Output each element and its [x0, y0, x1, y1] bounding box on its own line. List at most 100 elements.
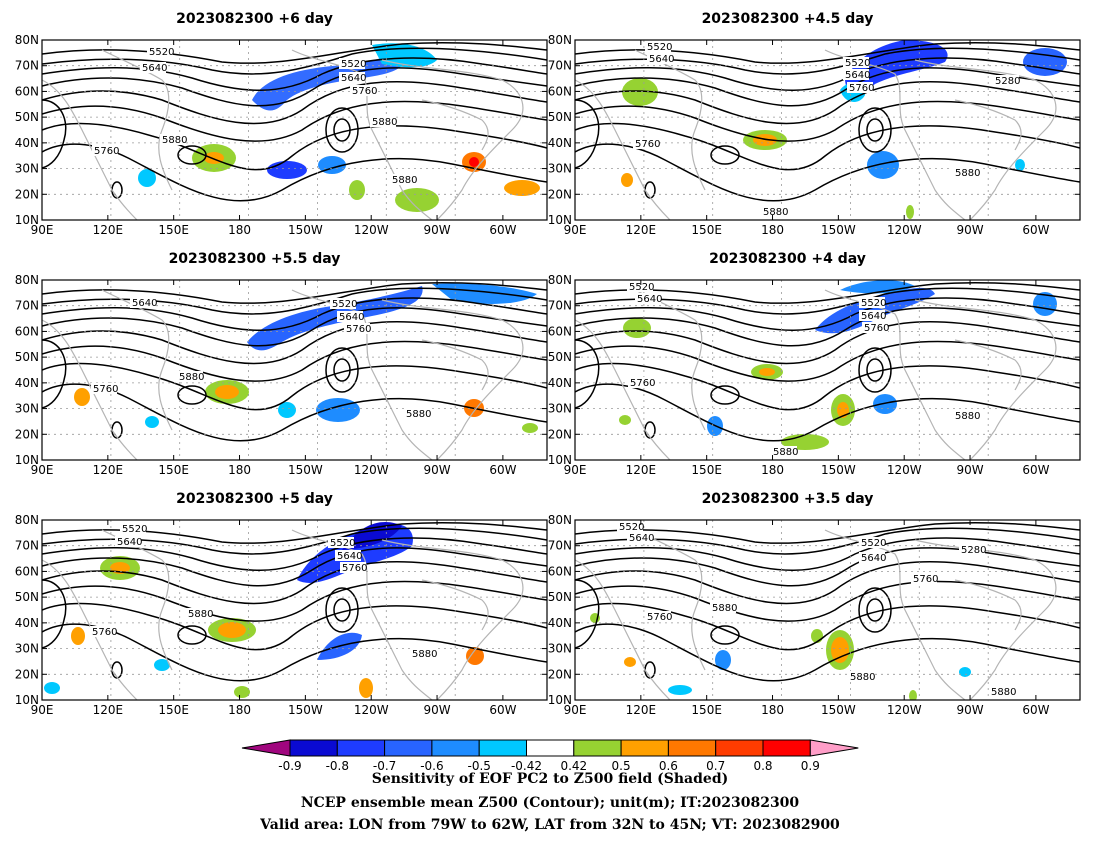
lat-tick-label: 40N — [548, 616, 572, 630]
lon-tick-label: 120E — [93, 463, 124, 477]
colorbar: -0.9 -0.8 -0.7 -0.6 -0.5 -0.42 0.42 0.5 0.6 0.7 0.… — [241, 739, 859, 773]
lon-tick-label: 150E — [158, 223, 189, 237]
lon-tick-label: 90W — [423, 703, 450, 717]
svg-text:5760: 5760 — [346, 324, 371, 335]
svg-text:5520: 5520 — [861, 298, 886, 309]
lon-tick-label: 120W — [887, 223, 922, 237]
lat-tick-label: 20N — [548, 187, 572, 201]
lat-tick-label: 70N — [15, 59, 39, 73]
lat-tick-label: 40N — [15, 616, 39, 630]
lon-tick-label: 60W — [489, 703, 516, 717]
panel-4: 5520 5640 5520 5640 5760 5760 5880 5880 — [574, 279, 1081, 461]
contour-labels-1: 5520 5640 5520 5640 5760 5880 5760 5880 … — [92, 46, 417, 186]
svg-text:5760: 5760 — [635, 139, 660, 150]
colorbar-box — [384, 739, 433, 757]
svg-text:5760: 5760 — [92, 627, 117, 638]
lon-tick-label: 150E — [691, 463, 722, 477]
lat-tick-label: 50N — [548, 110, 572, 124]
lat-tick-label: 70N — [548, 299, 572, 313]
lat-tick-label: 40N — [548, 376, 572, 390]
lat-tick-label: 60N — [15, 324, 39, 338]
lat-tick-label: 20N — [15, 667, 39, 681]
lat-tick-label: 10N — [548, 693, 572, 707]
contour-labels-5: 5520 5640 5520 5640 5760 5760 5880 5880 — [90, 523, 437, 660]
svg-text:5760: 5760 — [849, 83, 874, 94]
caption-line-2: NCEP ensemble mean Z500 (Contour); unit(… — [300, 795, 800, 811]
svg-text:5880: 5880 — [763, 207, 788, 218]
lat-tick-label: 20N — [548, 427, 572, 441]
colorbar-box — [715, 739, 764, 757]
lon-tick-label: 90W — [423, 223, 450, 237]
lat-tick-label: 40N — [548, 136, 572, 150]
svg-text:5760: 5760 — [93, 384, 118, 395]
svg-text:5760: 5760 — [913, 574, 938, 585]
lat-tick-label: 80N — [548, 33, 572, 47]
lon-tick-label: 60W — [489, 223, 516, 237]
svg-text:5880: 5880 — [955, 411, 980, 422]
svg-text:5880: 5880 — [991, 687, 1016, 698]
svg-text:5880: 5880 — [188, 609, 213, 620]
lat-tick-label: 70N — [15, 299, 39, 313]
colorbar-tick-label: -0.9 — [278, 759, 301, 773]
panel-title-2: 2023082300 +4.5 day — [702, 11, 874, 27]
colorbar-tick-label: -0.6 — [420, 759, 443, 773]
lon-tick-label: 90E — [564, 463, 587, 477]
svg-text:5520: 5520 — [341, 59, 366, 70]
caption-line-3: Valid area: LON from 79W to 62W, LAT fro… — [260, 817, 840, 833]
svg-text:5760: 5760 — [352, 86, 377, 97]
panel-title-3: 2023082300 +5.5 day — [169, 251, 341, 267]
lat-tick-label: 80N — [548, 273, 572, 287]
lat-tick-label: 50N — [548, 350, 572, 364]
lat-tick-label: 40N — [15, 136, 39, 150]
panel-5: 5520 5640 5520 5640 5760 5760 5880 5880 — [41, 519, 548, 701]
lon-tick-label: 150W — [288, 463, 323, 477]
svg-text:5640: 5640 — [142, 63, 167, 74]
svg-text:5640: 5640 — [339, 312, 364, 323]
svg-text:5640: 5640 — [861, 311, 886, 322]
contour-labels-4: 5520 5640 5520 5640 5760 5760 5880 5880 — [627, 281, 980, 458]
svg-text:5520: 5520 — [332, 299, 357, 310]
svg-text:5640: 5640 — [341, 73, 366, 84]
lat-tick-label: 60N — [15, 564, 39, 578]
lon-tick-label: 150E — [158, 463, 189, 477]
colorbar-tick-label: 0.42 — [560, 759, 587, 773]
lon-tick-label: 150W — [288, 223, 323, 237]
lat-tick-label: 50N — [15, 590, 39, 604]
colorbar-box — [526, 739, 575, 757]
lat-tick-label: 20N — [548, 667, 572, 681]
panel-3: 5640 5520 5640 5760 5760 5880 5880 — [41, 279, 548, 461]
lat-tick-label: 30N — [15, 162, 39, 176]
lon-tick-label: 150W — [821, 703, 856, 717]
lat-tick-label: 60N — [548, 564, 572, 578]
svg-text:5520: 5520 — [149, 47, 174, 58]
colorbar-box — [336, 739, 386, 757]
lat-tick-label: 60N — [548, 84, 572, 98]
colorbar-box — [762, 739, 811, 757]
lon-tick-label: 90E — [564, 703, 587, 717]
svg-text:5640: 5640 — [337, 551, 362, 562]
colorbar-box — [478, 739, 528, 757]
lon-tick-label: 90W — [956, 703, 983, 717]
lat-tick-label: 10N — [548, 453, 572, 467]
panel-1: 5520 5640 5520 5640 5760 5880 5760 5880 … — [41, 39, 548, 221]
svg-text:5880: 5880 — [162, 135, 187, 146]
lat-tick-label: 10N — [548, 213, 572, 227]
lat-tick-label: 80N — [15, 33, 39, 47]
svg-text:5640: 5640 — [629, 533, 654, 544]
colorbar-tick-label: 0.9 — [801, 759, 820, 773]
lon-tick-label: 180 — [228, 223, 251, 237]
colorbar-box — [620, 739, 669, 757]
svg-text:5520: 5520 — [619, 522, 644, 533]
svg-text:5760: 5760 — [647, 612, 672, 623]
panel-title-4: 2023082300 +4 day — [709, 251, 866, 267]
lat-tick-label: 30N — [15, 402, 39, 416]
lon-tick-label: 180 — [228, 703, 251, 717]
lat-tick-label: 20N — [15, 427, 39, 441]
contour-labels-2: 5520 5640 5520 5640 5760 5280 5760 5880 … — [633, 41, 1020, 218]
svg-text:5880: 5880 — [773, 447, 798, 458]
lon-tick-label: 150E — [691, 223, 722, 237]
colorbar-box — [289, 739, 338, 757]
svg-text:5760: 5760 — [342, 563, 367, 574]
svg-text:5880: 5880 — [392, 175, 417, 186]
